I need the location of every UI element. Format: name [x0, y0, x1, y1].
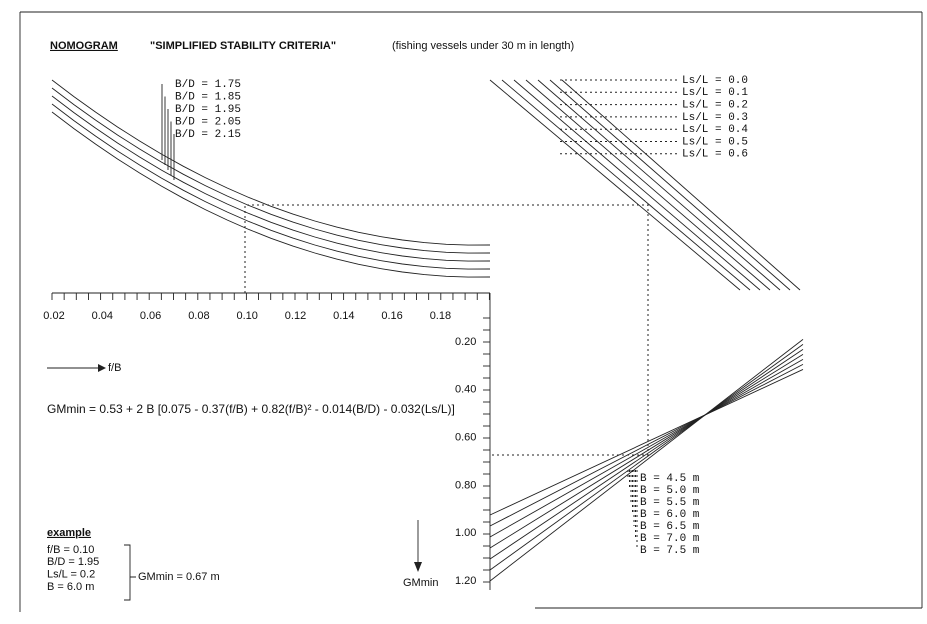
- b-label: B = 6.0 m: [640, 509, 700, 521]
- example-title: example: [47, 527, 91, 539]
- b-label: B = 7.0 m: [640, 533, 700, 545]
- arrow-head: [414, 562, 422, 572]
- b-line: [489, 343, 804, 571]
- example-input: Ls/L = 0.2: [47, 569, 95, 581]
- ls-line: [537, 79, 781, 291]
- header-title: "SIMPLIFIED STABILITY CRITERIA": [150, 40, 336, 52]
- f-tick-label: 0.06: [140, 310, 161, 322]
- gm-axis-label: GMmin: [403, 577, 438, 589]
- bd-curve: [51, 79, 491, 246]
- b-label: B = 5.5 m: [640, 497, 700, 509]
- ls-label: Ls/L = 0.2: [682, 100, 748, 112]
- f-tick-label: 0.02: [43, 310, 64, 322]
- ls-line: [501, 79, 751, 291]
- formula: GMmin = 0.53 + 2 B [0.075 - 0.37(f/B) + …: [47, 402, 455, 416]
- example-input: B = 6.0 m: [47, 581, 94, 593]
- f-tick-label: 0.14: [333, 310, 354, 322]
- ls-label: Ls/L = 0.6: [682, 149, 748, 161]
- f-tick-label: 0.16: [381, 310, 402, 322]
- arrow-head: [98, 364, 106, 372]
- bd-label: B/D = 2.15: [175, 129, 241, 141]
- gm-tick-label: 1.00: [455, 527, 476, 539]
- frame: [19, 11, 923, 612]
- bd-label: B/D = 1.75: [175, 79, 241, 91]
- b-line: [489, 348, 804, 560]
- b-label: B = 4.5 m: [640, 473, 700, 485]
- example-input: f/B = 0.10: [47, 544, 94, 556]
- example-input: B/D = 1.95: [47, 556, 99, 568]
- ls-label: Ls/L = 0.5: [682, 136, 748, 148]
- b-line: [489, 369, 804, 516]
- bd-label: B/D = 2.05: [175, 116, 241, 128]
- b-label: B = 6.5 m: [640, 521, 700, 533]
- f-tick-label: 0.10: [236, 310, 257, 322]
- example-brace: [124, 544, 136, 601]
- ls-line: [489, 79, 741, 291]
- ls-label: Ls/L = 0.0: [682, 75, 748, 87]
- ls-label: Ls/L = 0.1: [682, 87, 748, 99]
- gm-tick-label: 0.60: [455, 432, 476, 444]
- ls-line: [513, 79, 761, 291]
- example-path: [244, 204, 649, 456]
- gm-tick-label: 0.80: [455, 479, 476, 491]
- guides: [244, 204, 649, 456]
- f-tick-label: 0.08: [188, 310, 209, 322]
- ls-label: Ls/L = 0.4: [682, 124, 748, 136]
- b-label: B = 7.5 m: [640, 545, 700, 557]
- bd-label: B/D = 1.95: [175, 104, 241, 116]
- b-line: [489, 353, 804, 549]
- bd-curve: [51, 103, 491, 270]
- ls-line: [561, 79, 801, 291]
- b-line: [489, 358, 804, 538]
- f-tick-label: 0.18: [430, 310, 451, 322]
- gm-tick-label: 0.20: [455, 336, 476, 348]
- ls-line: [549, 79, 791, 291]
- f-tick-label: 0.04: [92, 310, 113, 322]
- b-line: [489, 364, 804, 527]
- bd-curve: [51, 95, 491, 262]
- f-arrow: [47, 364, 106, 372]
- b-line: [489, 338, 804, 582]
- example-result: GMmin = 0.67 m: [138, 571, 220, 583]
- ls-label: Ls/L = 0.3: [682, 112, 748, 124]
- bd-curve: [51, 87, 491, 254]
- header-label: NOMOGRAM: [50, 40, 118, 52]
- f-tick-label: 0.12: [285, 310, 306, 322]
- gm-arrow: [414, 520, 422, 572]
- ls-line: [525, 79, 771, 291]
- bd-curve: [51, 111, 491, 278]
- gm-tick-label: 0.40: [455, 384, 476, 396]
- b-label: B = 5.0 m: [640, 485, 700, 497]
- gm-tick-label: 1.20: [455, 575, 476, 587]
- bd-label: B/D = 1.85: [175, 91, 241, 103]
- header-subtitle: (fishing vessels under 30 m in length): [392, 40, 574, 52]
- f-axis-label: f/B: [108, 362, 121, 374]
